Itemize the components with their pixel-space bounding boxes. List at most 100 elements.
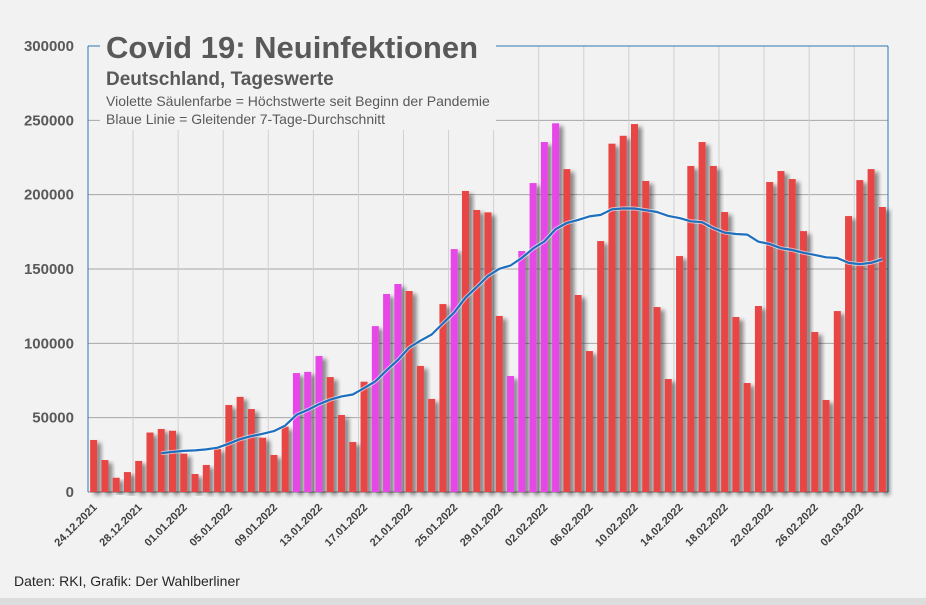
x-tick-label: 02.02.2022 (503, 502, 550, 549)
bar (574, 295, 582, 492)
bar (732, 317, 740, 492)
avg-line-7day (161, 207, 883, 455)
x-tick-label: 02.03.2022 (819, 502, 866, 549)
bar (112, 477, 120, 492)
bar (428, 398, 436, 492)
bar (169, 430, 177, 492)
bar (495, 315, 503, 492)
chart-subtitle: Deutschland, Tageswerte (106, 69, 334, 90)
bar (585, 351, 593, 492)
bar (101, 460, 109, 492)
bar (236, 396, 244, 492)
bar (202, 464, 210, 492)
y-tick-label: 100000 (24, 335, 74, 352)
bar-record-high (383, 293, 391, 492)
bar (630, 124, 638, 493)
x-tick-label: 01.01.2022 (142, 502, 189, 549)
x-tick-label: 24.12.2021 (52, 502, 99, 549)
bar (225, 405, 233, 492)
bar (281, 426, 289, 492)
bar-record-high (292, 373, 300, 492)
bar (90, 439, 98, 492)
bar (777, 171, 785, 492)
bar-record-high (540, 142, 548, 492)
chart-title: Covid 19: Neuinfektionen (106, 30, 479, 65)
bar (687, 165, 695, 492)
bar (845, 216, 853, 493)
bar-record-high (529, 183, 537, 492)
bar (180, 453, 188, 492)
bar-record-high (394, 284, 402, 492)
bar (484, 212, 492, 492)
bar (360, 381, 368, 492)
x-tick-label: 13.01.2022 (278, 502, 325, 549)
source-footer: Daten: RKI, Grafik: Der Wahlberliner (14, 573, 240, 589)
y-tick-label: 200000 (24, 187, 74, 204)
bar (135, 460, 143, 492)
y-tick-label: 0 (66, 484, 74, 501)
bar-record-high (315, 355, 323, 492)
bar-record-high (371, 326, 379, 492)
y-tick-label: 50000 (32, 410, 74, 427)
bar (878, 207, 886, 493)
bar (461, 190, 469, 492)
bar (811, 332, 819, 492)
bar-record-high (507, 376, 515, 492)
x-tick-label: 06.02.2022 (548, 502, 595, 549)
bar (563, 169, 571, 492)
legend-note-violet: Violette Säulenfarbe = Höchstwerte seit … (106, 93, 490, 109)
bar (833, 311, 841, 492)
bar (349, 442, 357, 492)
bar (642, 180, 650, 493)
x-tick-label: 25.01.2022 (413, 502, 460, 549)
y-tick-label: 150000 (24, 261, 74, 278)
y-tick-label: 300000 (24, 38, 74, 55)
bar (608, 143, 616, 492)
bar (157, 428, 165, 492)
bar (788, 179, 796, 492)
chart-title-box: Covid 19: Neuinfektionen Deutschland, Ta… (100, 30, 496, 130)
bar (721, 212, 729, 492)
bar (405, 291, 413, 492)
bar (822, 399, 830, 492)
bar (867, 169, 875, 492)
bar (191, 474, 199, 492)
bar (338, 414, 346, 492)
bar (123, 472, 131, 492)
bar (698, 142, 706, 492)
bar (416, 365, 424, 492)
x-tick-label: 22.02.2022 (728, 502, 775, 549)
bottom-divider (0, 598, 926, 605)
bar (754, 306, 762, 492)
bar (766, 182, 774, 492)
bar (270, 454, 278, 492)
x-tick-label: 05.01.2022 (188, 502, 235, 549)
bar (709, 165, 717, 492)
bar (664, 379, 672, 492)
bar (439, 304, 447, 492)
bar (214, 448, 222, 492)
bar-record-high (518, 251, 526, 492)
bar (799, 231, 807, 492)
x-tick-label: 10.02.2022 (593, 502, 640, 549)
bar (326, 377, 334, 492)
x-tick-label: 28.12.2021 (97, 502, 144, 549)
bar (247, 409, 255, 492)
bar-record-high (450, 249, 458, 492)
y-tick-label: 250000 (24, 112, 74, 129)
bar (743, 383, 751, 492)
x-tick-label: 09.01.2022 (233, 502, 280, 549)
x-tick-label: 14.02.2022 (638, 502, 685, 549)
x-tick-label: 21.01.2022 (368, 502, 415, 549)
x-tick-label: 29.01.2022 (458, 502, 505, 549)
bar-record-high (552, 123, 560, 492)
bar (856, 180, 864, 492)
x-tick-label: 18.02.2022 (683, 502, 730, 549)
x-tick-label: 26.02.2022 (773, 502, 820, 549)
bar (597, 241, 605, 492)
x-tick-label: 17.01.2022 (323, 502, 370, 549)
bar (259, 437, 267, 492)
bar (653, 307, 661, 492)
bar-record-high (304, 371, 312, 492)
bar (473, 209, 481, 492)
